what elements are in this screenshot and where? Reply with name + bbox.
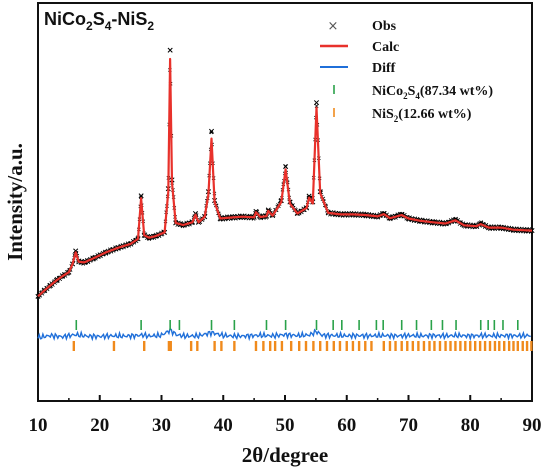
legend-obs-label: Obs (372, 19, 397, 34)
legend-calc-label: Calc (372, 40, 399, 55)
series-diff (37, 327, 531, 342)
x-tick-label: 90 (523, 415, 542, 436)
obs-point (313, 100, 320, 106)
obs-point (138, 193, 144, 199)
x-tick-label: 80 (461, 415, 480, 436)
chart-title: NiCo2S4-NiS2 (44, 9, 154, 33)
legend-nico2s4-label: NiCo2S4(87.34 wt%) (372, 84, 493, 101)
x-tick-label: 20 (90, 415, 109, 436)
x-axis: 10 20 30 40 50 60 70 80 90 (29, 395, 542, 436)
legend-obs-marker: × (328, 19, 339, 34)
legend-diff-label: Diff (372, 61, 396, 76)
x-tick-label: 70 (399, 415, 418, 436)
x-tick-label: 50 (276, 415, 295, 436)
x-axis-title: 2θ/degree (242, 443, 328, 467)
y-axis-title: Intensity/a.u. (3, 143, 27, 261)
obs-point (167, 47, 173, 53)
plot-frame (37, 2, 533, 402)
series-calc (37, 57, 533, 298)
x-tick-label: 10 (29, 415, 48, 436)
diff-line (37, 327, 531, 342)
legend-nis2-label: NiS2(12.66 wt%) (372, 107, 472, 124)
x-tick-label: 30 (152, 415, 171, 436)
legend: × Obs Calc Diff NiCo2S4(87.34 wt%) NiS2(… (320, 19, 493, 124)
x-tick-label: 40 (214, 415, 233, 436)
calc-line (37, 57, 533, 298)
reflection-markers (72, 320, 533, 351)
x-tick-label: 60 (337, 415, 356, 436)
obs-point (208, 128, 215, 134)
